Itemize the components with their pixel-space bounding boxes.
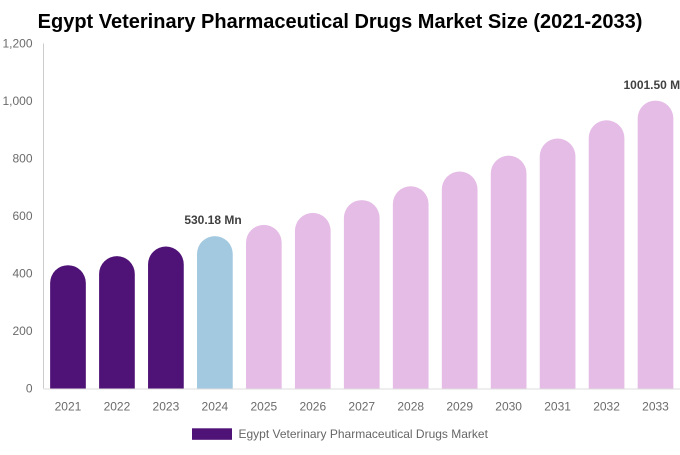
svg-text:2032: 2032	[593, 400, 620, 414]
svg-text:2023: 2023	[153, 400, 180, 414]
svg-text:530.18 Mn: 530.18 Mn	[184, 213, 241, 227]
svg-text:1,000: 1,000	[2, 94, 32, 108]
svg-text:Egypt Veterinary Pharmaceutica: Egypt Veterinary Pharmaceutical Drugs Ma…	[38, 11, 643, 33]
svg-text:2029: 2029	[446, 400, 473, 414]
svg-text:400: 400	[12, 267, 32, 281]
svg-text:2024: 2024	[202, 400, 229, 414]
svg-text:200: 200	[12, 324, 32, 338]
svg-text:Egypt Veterinary Pharmaceutica: Egypt Veterinary Pharmaceutical Drugs Ma…	[239, 427, 489, 441]
svg-text:2028: 2028	[397, 400, 424, 414]
svg-text:2027: 2027	[348, 400, 375, 414]
svg-text:800: 800	[12, 152, 32, 166]
svg-text:2022: 2022	[104, 400, 131, 414]
svg-text:2033: 2033	[642, 400, 669, 414]
svg-text:2031: 2031	[544, 400, 571, 414]
svg-text:1001.50 Mn: 1001.50 Mn	[623, 78, 680, 92]
svg-text:2026: 2026	[299, 400, 326, 414]
svg-text:600: 600	[12, 209, 32, 223]
svg-text:2025: 2025	[250, 400, 277, 414]
svg-text:1,200: 1,200	[2, 37, 32, 51]
svg-text:2030: 2030	[495, 400, 522, 414]
svg-text:0: 0	[26, 382, 33, 396]
svg-text:2021: 2021	[55, 400, 82, 414]
